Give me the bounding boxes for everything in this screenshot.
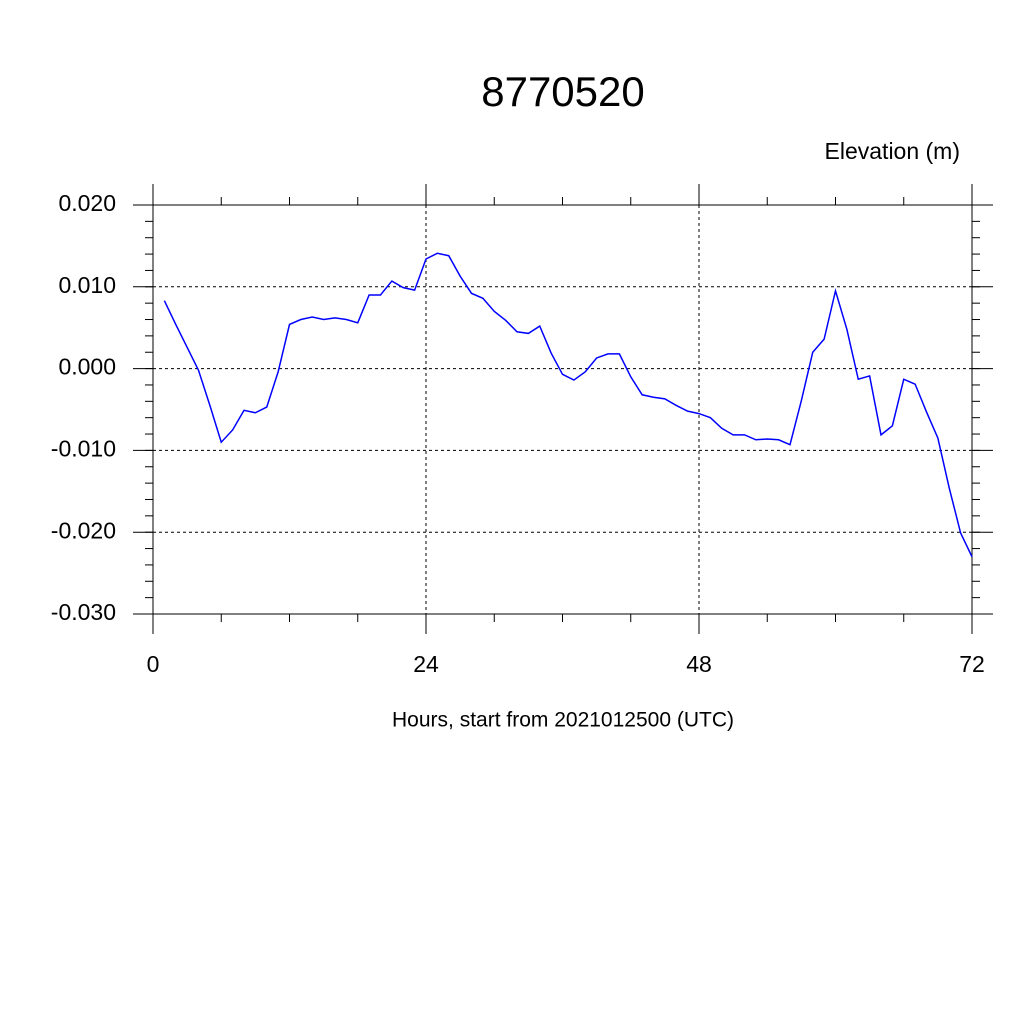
y-axis-title: Elevation (m) xyxy=(825,138,960,164)
y-tick-label: -0.010 xyxy=(51,435,116,461)
y-tick-label: -0.020 xyxy=(51,517,116,543)
x-tick-label: 48 xyxy=(686,651,712,677)
y-tick-label: 0.010 xyxy=(58,272,116,298)
data-line xyxy=(163,252,973,558)
y-tick-label: -0.030 xyxy=(51,599,116,625)
y-tick-label: 0.020 xyxy=(58,190,116,216)
y-tick-label: 0.000 xyxy=(58,354,116,380)
chart-title: 8770520 xyxy=(481,68,645,115)
x-axis-title: Hours, start from 2021012500 (UTC) xyxy=(392,709,734,732)
x-tick-label: 24 xyxy=(413,651,439,677)
x-tick-label: 72 xyxy=(959,651,985,677)
x-tick-label: 0 xyxy=(147,651,160,677)
